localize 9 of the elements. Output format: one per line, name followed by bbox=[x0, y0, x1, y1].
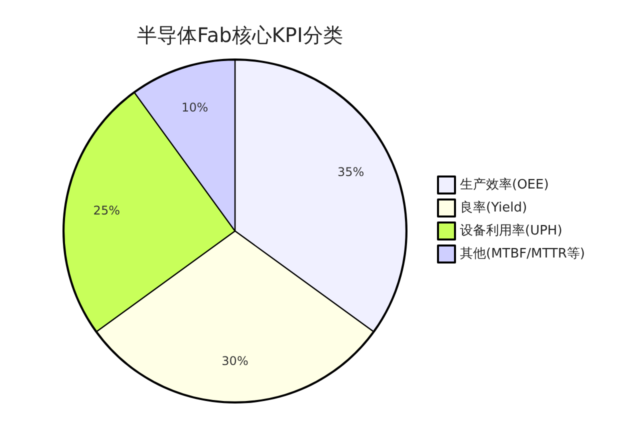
legend-label: 其他(MTBF/MTTR等) bbox=[460, 246, 585, 262]
legend-label: 设备利用率(UPH) bbox=[460, 222, 562, 238]
data-label: 25% bbox=[93, 204, 120, 218]
legend-label: 良率(Yield) bbox=[460, 200, 528, 216]
data-label: 35% bbox=[337, 165, 364, 179]
chart-title: 半导体Fab核心KPI分类 bbox=[137, 23, 343, 47]
data-label: 10% bbox=[182, 100, 208, 114]
legend-label: 生产效率(OEE) bbox=[460, 176, 549, 192]
data-label: 30% bbox=[222, 354, 248, 368]
